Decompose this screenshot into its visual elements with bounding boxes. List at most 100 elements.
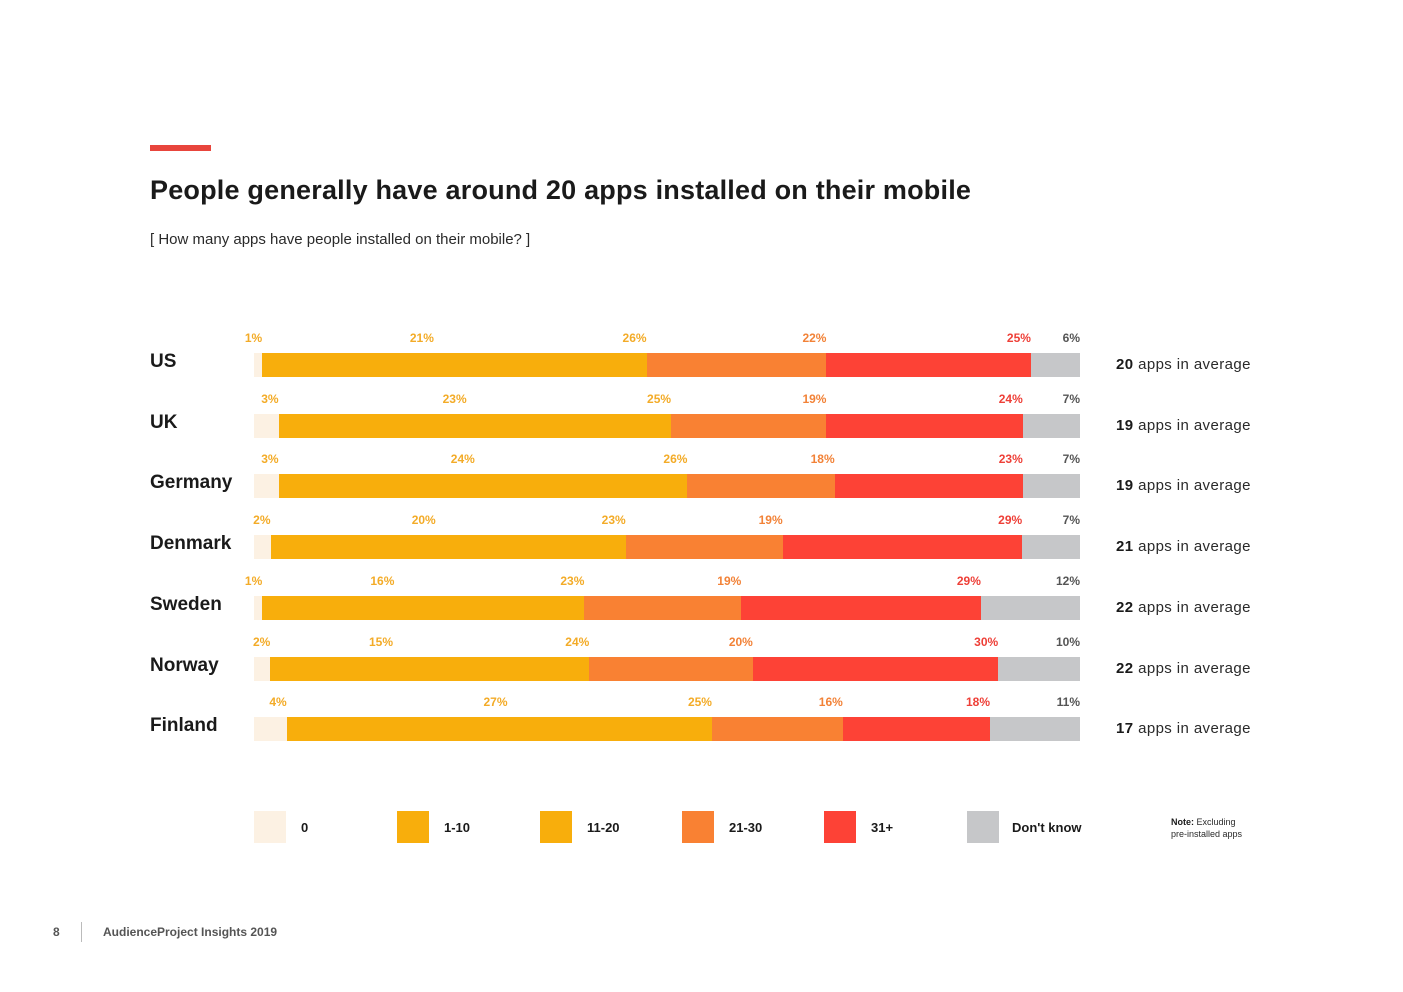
average-value: 19 xyxy=(1116,416,1134,434)
bar-segment-dont-know xyxy=(998,656,1081,681)
legend-label: 11-20 xyxy=(587,820,620,835)
data-label-31-plus: 18% xyxy=(966,695,991,710)
average-value: 19 xyxy=(1116,477,1134,495)
note: Note: Excluding pre-installed apps xyxy=(1171,816,1242,840)
stacked-bar xyxy=(254,474,1081,499)
chart-row: Sweden 1% 16% 23% 19% 29% 12% 22 apps in averag… xyxy=(0,572,1403,632)
stacked-bar xyxy=(254,656,1081,681)
category-label: Germany xyxy=(150,472,233,494)
data-label-21-30: 22% xyxy=(802,331,827,345)
legend-label: Don't know xyxy=(1012,820,1082,835)
data-label-21-30: 19% xyxy=(758,513,783,528)
average-suffix: apps in average xyxy=(1138,598,1251,616)
data-label-21-30: 19% xyxy=(717,573,742,588)
data-label-1-10: 21% xyxy=(409,331,434,345)
note-text-line1: Excluding xyxy=(1196,817,1236,827)
bar-segment-21-30 xyxy=(646,353,827,377)
data-label-11-20: 25% xyxy=(647,391,672,406)
average-value: 22 xyxy=(1116,659,1134,677)
page-number: 8 xyxy=(53,925,60,939)
average-annotation: 19 apps in average xyxy=(1116,417,1251,434)
bar-segment-dont-know xyxy=(980,595,1081,620)
chart-row: Denmark 2% 20% 23% 19% 29% 7% 21 apps in averag… xyxy=(0,511,1403,571)
data-label-11-20: 23% xyxy=(560,573,585,588)
data-label-zero: 3% xyxy=(261,391,279,406)
average-annotation: 22 apps in average xyxy=(1116,660,1251,677)
bar-segment-zero xyxy=(254,474,280,499)
bar-segment-21-30 xyxy=(711,717,844,742)
data-label-zero: 3% xyxy=(261,452,279,467)
data-label-1-10: 16% xyxy=(370,573,395,588)
average-annotation: 22 apps in average xyxy=(1116,599,1251,616)
stacked-bar xyxy=(254,717,1081,742)
bar-segment-11-20 xyxy=(394,595,585,620)
average-suffix: apps in average xyxy=(1138,538,1251,556)
bar-segment-11-20 xyxy=(474,474,688,499)
data-label-11-20: 25% xyxy=(687,695,712,710)
bar-segment-31-plus xyxy=(842,717,991,742)
data-label-31-plus: 25% xyxy=(1006,331,1031,345)
stacked-bar xyxy=(254,535,1081,560)
bar-segment-zero xyxy=(254,717,288,742)
data-label-dont-know: 6% xyxy=(1062,331,1080,345)
stacked-bar xyxy=(254,413,1081,438)
data-label-dont-know: 7% xyxy=(1062,391,1080,406)
accent-bar xyxy=(150,145,211,151)
bar-segment-1-10 xyxy=(262,353,435,377)
legend-swatch xyxy=(540,811,572,843)
data-label-21-30: 20% xyxy=(728,634,753,649)
average-suffix: apps in average xyxy=(1138,720,1251,738)
bar-segment-1-10 xyxy=(286,717,508,742)
bar-segment-31-plus xyxy=(826,353,1032,377)
bar-segment-zero xyxy=(254,595,263,620)
bar-segment-zero xyxy=(254,656,271,681)
data-label-zero: 4% xyxy=(269,695,287,710)
bar-segment-11-20 xyxy=(393,656,590,681)
data-label-21-30: 19% xyxy=(802,391,827,406)
data-label-31-plus: 29% xyxy=(956,573,981,588)
chart-title: People generally have around 20 apps ins… xyxy=(150,175,972,205)
data-label-1-10: 24% xyxy=(450,452,475,467)
data-label-1-10: 15% xyxy=(368,634,394,649)
data-label-dont-know: 11% xyxy=(1056,695,1080,710)
average-suffix: apps in average xyxy=(1138,356,1251,373)
data-label-zero: 1% xyxy=(244,331,263,345)
data-label-21-30: 18% xyxy=(810,452,835,467)
data-label-1-10: 27% xyxy=(483,695,508,710)
bar-segment-1-10 xyxy=(262,595,395,620)
legend-swatch xyxy=(967,811,999,843)
bar-segment-1-10 xyxy=(270,535,437,560)
footer-divider xyxy=(81,922,82,942)
legend-label: 1-10 xyxy=(444,820,471,835)
data-label-1-10: 23% xyxy=(442,391,467,406)
average-annotation: 17 apps in average xyxy=(1116,720,1251,737)
bar-segment-11-20 xyxy=(433,353,648,377)
data-label-11-20: 23% xyxy=(601,513,626,528)
legend-label: 0 xyxy=(301,820,309,835)
legend-swatch xyxy=(397,811,429,843)
stacked-bar xyxy=(254,595,1081,620)
data-label-dont-know: 12% xyxy=(1055,573,1080,588)
average-suffix: apps in average xyxy=(1138,416,1251,434)
bar-segment-1-10 xyxy=(270,656,394,681)
chart-row: UK 3% 23% 25% 19% 24% 7% 19 apps in average xyxy=(0,390,1403,450)
chart-subtitle: [ How many apps have people installed on… xyxy=(150,231,531,248)
average-annotation: 21 apps in average xyxy=(1116,538,1251,555)
data-label-21-30: 16% xyxy=(818,695,843,710)
legend-swatch xyxy=(254,811,286,843)
bar-segment-dont-know xyxy=(1022,474,1081,499)
average-suffix: apps in average xyxy=(1138,477,1251,495)
note-text-line2: pre-installed apps xyxy=(1171,829,1243,839)
bar-segment-dont-know xyxy=(1030,353,1081,377)
data-label-11-20: 26% xyxy=(663,452,688,467)
bar-segment-zero xyxy=(254,353,263,377)
bar-segment-zero xyxy=(254,413,280,438)
legend-swatch xyxy=(682,811,714,843)
bar-segment-31-plus xyxy=(752,656,999,681)
data-label-dont-know: 7% xyxy=(1062,513,1080,528)
note-label: Note: xyxy=(1171,817,1194,827)
bar-segment-zero xyxy=(254,535,272,560)
category-label: US xyxy=(150,351,177,372)
bar-segment-31-plus xyxy=(826,413,1024,438)
bar-segment-1-10 xyxy=(278,474,476,499)
